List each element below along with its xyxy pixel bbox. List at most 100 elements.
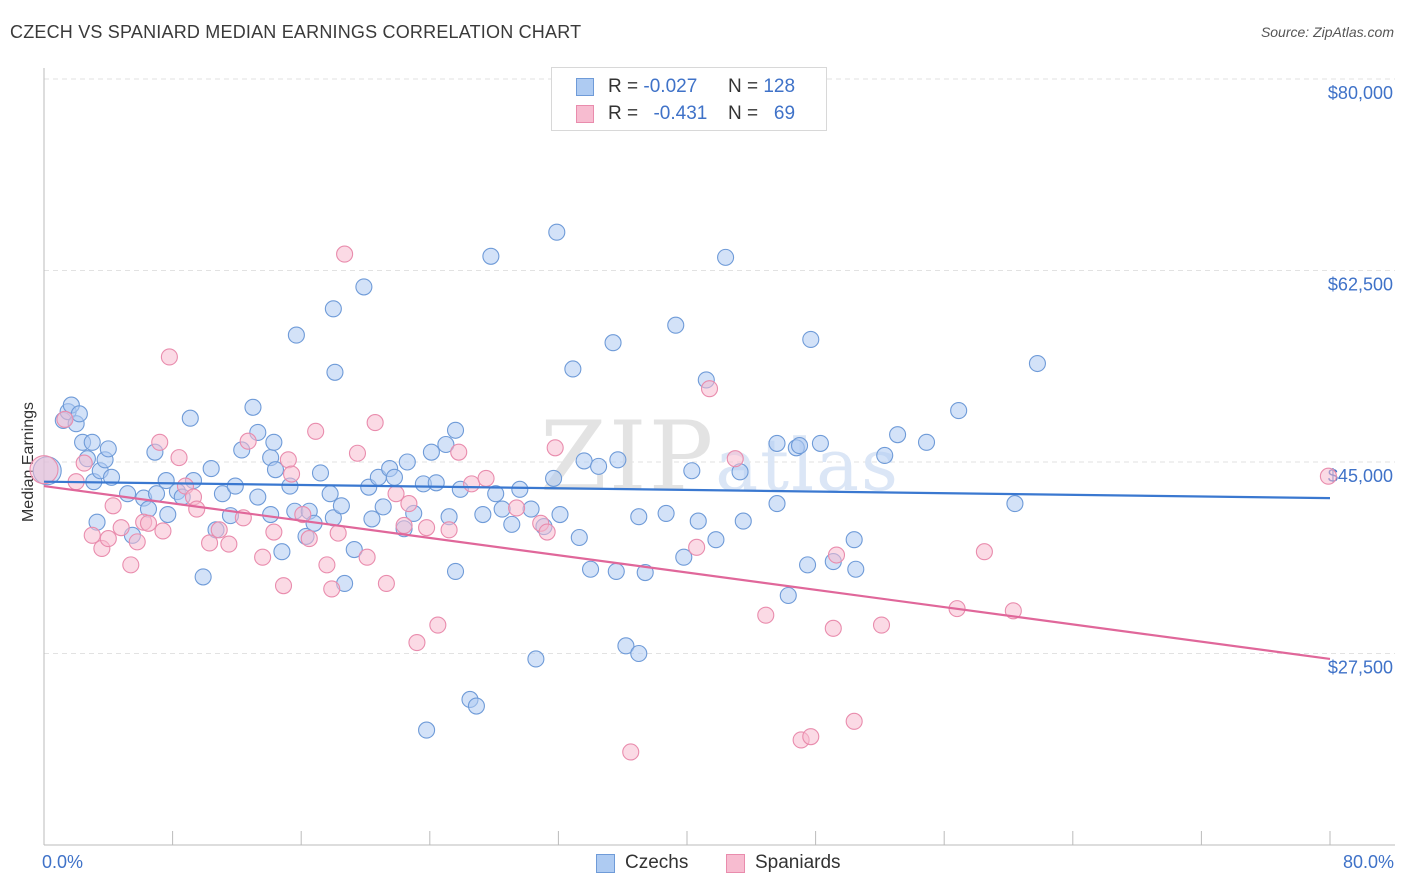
- czech-legend-label: Czechs: [625, 852, 689, 873]
- spaniard-point: [450, 443, 468, 461]
- czech-point: [609, 451, 627, 469]
- czech-point: [889, 426, 907, 444]
- spaniard-point: [283, 465, 301, 483]
- spaniard-point: [151, 433, 169, 451]
- spaniard-point: [210, 521, 228, 539]
- czech-point: [1006, 495, 1024, 513]
- spaniard-point: [546, 439, 564, 457]
- czech-point: [717, 248, 735, 266]
- czech-point: [345, 540, 363, 559]
- czech-point: [273, 543, 291, 561]
- spaniard-point: [128, 533, 146, 551]
- czech-point: [630, 508, 648, 526]
- spaniard-point: [122, 556, 140, 574]
- czech-point: [202, 460, 220, 478]
- czech-point: [157, 472, 175, 490]
- czech-point: [683, 462, 701, 480]
- spaniard-point: [1319, 467, 1337, 485]
- czech-point: [326, 363, 344, 381]
- spaniard-point: [408, 634, 426, 652]
- czech-point: [249, 488, 267, 506]
- spaniard-point: [83, 526, 101, 544]
- spaniard-point: [29, 455, 59, 485]
- spaniard-point: [400, 495, 418, 513]
- spaniard-point: [160, 348, 178, 366]
- x-tick-label-max: 80.0%: [1343, 852, 1394, 872]
- spaniard-swatch: [576, 105, 594, 123]
- czech-point: [570, 528, 588, 547]
- czech-point: [385, 468, 403, 486]
- spaniard-point: [348, 444, 367, 462]
- legend-r-value: -0.027: [643, 76, 698, 97]
- spaniard-point: [188, 500, 206, 518]
- czech-point: [398, 453, 416, 471]
- czech-point: [311, 464, 330, 482]
- czech-point: [482, 247, 500, 265]
- czech-point: [768, 434, 786, 452]
- czech-point: [437, 435, 455, 454]
- czech-point: [287, 326, 305, 344]
- spaniard-point: [975, 543, 993, 561]
- spaniard-legend-label: Spaniards: [755, 852, 841, 873]
- czech-point: [876, 446, 894, 464]
- czech-point: [119, 485, 137, 503]
- czech-point: [581, 560, 600, 578]
- czech-point: [503, 515, 521, 533]
- czech-point: [467, 697, 485, 715]
- gridlines: [44, 78, 1395, 654]
- czech-point: [324, 300, 342, 318]
- legend-n-value: 128: [763, 76, 796, 97]
- czech-point: [427, 474, 445, 492]
- czech-point: [355, 278, 373, 296]
- czech-point: [446, 562, 465, 580]
- czech-point: [590, 457, 608, 475]
- czech-point: [657, 504, 675, 522]
- czech-point: [102, 468, 121, 486]
- y-tick-label-3: $27,500: [1328, 658, 1393, 678]
- spaniard-point: [56, 410, 74, 428]
- trend-lines: [43, 480, 1331, 661]
- spaniard-point: [99, 530, 117, 548]
- czech-point: [545, 469, 563, 487]
- czech-point: [768, 495, 786, 513]
- spaniard-point: [508, 499, 526, 517]
- y-axis-label: Median Earnings: [20, 402, 37, 522]
- czech-point: [487, 485, 505, 503]
- czech-point: [446, 421, 465, 439]
- spaniard-point: [477, 469, 495, 487]
- spaniard-point: [329, 524, 347, 542]
- legend-n-label: N =: [727, 103, 759, 124]
- spaniard-point: [538, 523, 556, 541]
- czech-point: [321, 485, 339, 503]
- spaniard-point: [112, 519, 130, 537]
- legend-n-value: 69: [773, 103, 796, 124]
- czech-point: [83, 433, 101, 451]
- bottom-legend-spaniards: Spaniards: [726, 852, 841, 874]
- czech-point: [363, 510, 381, 528]
- spaniard-point: [872, 616, 891, 634]
- czech-point: [950, 402, 968, 420]
- spaniard-point: [726, 450, 744, 468]
- spaniard-point: [366, 414, 384, 432]
- czech-point: [779, 586, 797, 605]
- czech-point: [244, 398, 262, 416]
- czech-point: [266, 461, 285, 479]
- czech-point: [734, 512, 752, 530]
- czech-point: [418, 721, 436, 739]
- czech-point: [70, 405, 88, 423]
- czech-point: [847, 560, 865, 578]
- czech-point: [527, 650, 545, 668]
- spaniard-point: [274, 577, 293, 595]
- czech-point: [802, 330, 820, 348]
- spaniard-point: [75, 454, 93, 472]
- spaniard-point: [827, 546, 846, 564]
- x-tick-label-min: 0.0%: [42, 852, 83, 872]
- spaniard-point: [336, 245, 354, 263]
- czech-swatch: [576, 78, 594, 96]
- chart-title: CZECH VS SPANIARD MEDIAN EARNINGS CORREL…: [10, 22, 582, 42]
- czech-point: [917, 433, 936, 451]
- czech-point: [493, 500, 511, 518]
- czech-point: [564, 360, 582, 378]
- spaniard-point: [300, 530, 318, 548]
- czech-point: [607, 562, 625, 580]
